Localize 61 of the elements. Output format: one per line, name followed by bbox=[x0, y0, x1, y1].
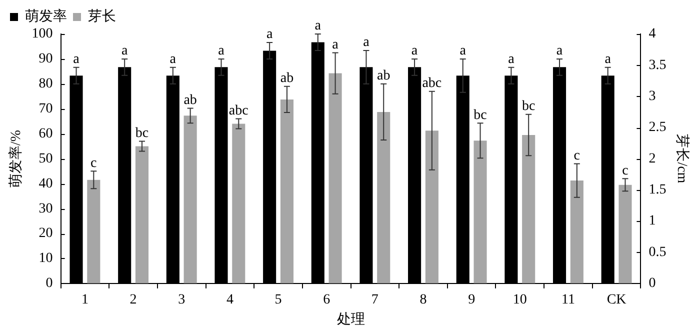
x-tick-label: CK bbox=[606, 292, 626, 308]
data-label: c bbox=[574, 148, 580, 164]
data-label: a bbox=[170, 52, 177, 68]
x-tick-label: 11 bbox=[561, 292, 575, 308]
y-tick-label: 50 bbox=[38, 151, 53, 166]
data-label: a bbox=[314, 18, 322, 34]
y-tick-label: 30 bbox=[38, 201, 53, 216]
y2-tick-label: 1 bbox=[648, 214, 656, 229]
data-label: a bbox=[332, 37, 340, 52]
y-tick-label: 10 bbox=[38, 251, 53, 266]
x-tick-label: 4 bbox=[226, 292, 234, 308]
y-tick-label: 20 bbox=[38, 226, 53, 242]
x-tick-label: 10 bbox=[512, 292, 527, 308]
y2-tick-label: 3 bbox=[648, 89, 656, 104]
y-tick-label: 80 bbox=[38, 76, 53, 92]
data-label: a bbox=[266, 27, 274, 42]
data-label: ab bbox=[184, 92, 197, 108]
y-tick-label: 40 bbox=[38, 176, 53, 192]
data-label: a bbox=[556, 44, 564, 59]
data-label: ab bbox=[280, 71, 294, 86]
y2-tick-label: 1.5 bbox=[648, 182, 666, 198]
data-label: bc bbox=[474, 108, 487, 123]
x-tick-label: 9 bbox=[468, 292, 476, 308]
data-label: bc bbox=[522, 99, 536, 114]
data-label: abc bbox=[422, 76, 442, 92]
x-tick-label: 2 bbox=[130, 292, 137, 308]
y2-tick-label: 4 bbox=[648, 26, 656, 42]
x-axis-title: 处理 bbox=[336, 311, 365, 328]
y2-tick-label: 0 bbox=[648, 276, 656, 292]
x-tick-label: 3 bbox=[178, 292, 186, 308]
x-tick-label: 7 bbox=[371, 292, 378, 308]
x-tick-label: 6 bbox=[323, 292, 330, 308]
data-label: abc bbox=[228, 103, 248, 118]
data-label: a bbox=[363, 35, 370, 50]
data-label: a bbox=[460, 44, 467, 59]
y2-tick-label: 2 bbox=[648, 151, 656, 166]
data-label: a bbox=[121, 44, 128, 59]
y2-tick-label: 0.5 bbox=[648, 244, 666, 260]
data-label: ab bbox=[377, 68, 390, 84]
data-label: a bbox=[73, 52, 80, 68]
data-label: a bbox=[218, 44, 226, 59]
x-tick-label: 8 bbox=[420, 292, 427, 308]
y-tick-label: 70 bbox=[38, 101, 53, 116]
y2-tick-label: 3.5 bbox=[648, 58, 666, 73]
y-axis-title: 萌发率/% bbox=[8, 130, 24, 188]
y2-tick-label: 2.5 bbox=[648, 120, 666, 136]
y-tick-label: 90 bbox=[38, 52, 53, 67]
legend-label: 萌发率 bbox=[25, 8, 67, 25]
data-label: bc bbox=[135, 126, 149, 141]
y2-axis-title: 芽长/cm bbox=[674, 134, 690, 184]
y-tick-label: 0 bbox=[46, 276, 53, 292]
data-label: a bbox=[508, 52, 516, 68]
y-tick-label: 100 bbox=[32, 26, 53, 42]
y-tick-label: 60 bbox=[38, 126, 53, 142]
data-label: c bbox=[90, 156, 97, 171]
x-tick-label: 5 bbox=[274, 292, 282, 308]
x-tick-label: 1 bbox=[81, 292, 88, 308]
data-label: a bbox=[604, 52, 612, 68]
legend-label: 芽长 bbox=[88, 8, 116, 25]
data-label: c bbox=[622, 163, 628, 178]
data-label: a bbox=[411, 44, 418, 59]
